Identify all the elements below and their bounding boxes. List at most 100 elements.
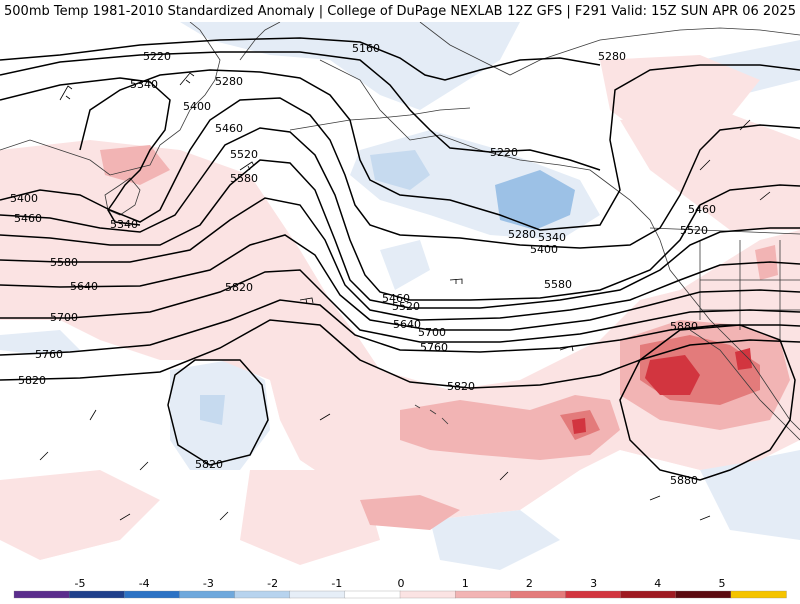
colorbar-swatch [620, 590, 677, 599]
contour-label: 5460 [382, 292, 410, 305]
colorbar-swatch [730, 590, 787, 599]
contour-5220 [0, 51, 601, 171]
contour-label: 5520 [392, 300, 420, 313]
warm-area-medium [100, 145, 170, 185]
contour-5820 [0, 319, 800, 389]
contour-label: 5760 [35, 348, 63, 361]
contour-5580 [0, 197, 800, 321]
contour-label: 5280 [215, 75, 243, 88]
wind-barb [59, 85, 73, 101]
colorbar-swatch [179, 590, 236, 599]
wind-barb [699, 119, 771, 201]
contour-label: 5580 [544, 278, 572, 291]
warm-area [240, 470, 380, 565]
contour-5400 [0, 97, 800, 249]
warm-area [620, 110, 800, 230]
contour-5340 [0, 77, 171, 226]
contour-label: 5220 [143, 50, 171, 63]
mexico-coast [689, 329, 800, 441]
colorbar-swatch [68, 590, 125, 599]
anomaly-shading [0, 22, 800, 570]
wind-barbs [39, 72, 771, 521]
height-contours [0, 37, 800, 481]
contour-label: 5880 [670, 474, 698, 487]
wind-barb [89, 409, 331, 471]
colorbar-swatch [234, 590, 291, 599]
colorbar-tick-label: -5 [75, 577, 86, 590]
contour-label: 5520 [230, 148, 258, 161]
anomaly-colorbar: -5 -4 -3 -2 -1 0 1 2 3 4 5 [0, 574, 800, 600]
contour-5700 [0, 269, 800, 343]
contour-label: 5700 [50, 311, 78, 324]
contour-5460 [0, 127, 800, 301]
contour-label: 5460 [215, 122, 243, 135]
contour-label: 5280 [598, 50, 626, 63]
colorbar-tick-label: 2 [526, 577, 533, 590]
cool-area [430, 510, 560, 570]
alaska-north [419, 22, 800, 76]
colorbar-tick-label: 4 [654, 577, 661, 590]
cool-area [380, 240, 430, 290]
contour-label: 5820 [195, 458, 223, 471]
contour-5640 [0, 234, 800, 331]
contour-label: 5400 [530, 243, 558, 256]
hawaii-islands [414, 404, 449, 425]
contour-5880 [619, 324, 796, 481]
colorbar-tick-label: -2 [267, 577, 278, 590]
contour-label: 5640 [393, 318, 421, 331]
contour-label: 5340 [538, 231, 566, 244]
contour-label: 5640 [70, 280, 98, 293]
wind-barb [299, 297, 314, 305]
contour-5520 [0, 159, 800, 309]
state-borders [699, 240, 800, 340]
contour-label: 5820 [447, 380, 475, 393]
kamchatka-coast [239, 22, 281, 61]
contour-label: 5820 [18, 374, 46, 387]
colorbar-tick-label: 5 [719, 577, 726, 590]
colorbar-tick-label: 3 [590, 577, 597, 590]
colorbar-swatch [565, 590, 622, 599]
cool-area-medium [200, 395, 225, 425]
wind-barb [559, 345, 574, 352]
contour-label: 5760 [420, 341, 448, 354]
contour-label: 5880 [670, 320, 698, 333]
wind-barb [239, 161, 255, 171]
colorbar-swatch [675, 590, 732, 599]
colorbar-tick-label: -1 [331, 577, 342, 590]
contour-label: 5520 [680, 224, 708, 237]
cool-area-medium [370, 150, 430, 190]
contour-label: 5340 [110, 218, 138, 231]
warm-area-medium [400, 395, 620, 460]
contour-label: 5280 [508, 228, 536, 241]
warm-area [0, 470, 160, 560]
wind-barb [179, 72, 195, 86]
model-run-info: 12Z GFS | F291 Valid: 15Z SUN APR 06 202… [507, 4, 796, 19]
contour-5280 [79, 64, 800, 231]
warm-area-max [735, 348, 752, 370]
wind-barb [499, 471, 711, 521]
japan-coast [104, 177, 141, 216]
warm-area-medium [360, 495, 460, 530]
aleutians [289, 107, 471, 131]
colorbar-swatch [289, 590, 346, 599]
contour-5820-low [167, 359, 269, 466]
colorbar-tick-label: -4 [139, 577, 150, 590]
colorbar-swatch [454, 590, 511, 599]
contour-label: 5580 [50, 256, 78, 269]
warm-area-max [572, 418, 586, 434]
contour-label: 5460 [688, 203, 716, 216]
cool-area [0, 330, 80, 355]
contour-5160 [0, 37, 601, 81]
wind-barb [39, 451, 229, 521]
colorbar-tick-label: -3 [203, 577, 214, 590]
colorbar-swatch [344, 590, 401, 599]
cool-area-medium [495, 170, 575, 230]
contour-label: 5820 [225, 281, 253, 294]
anomaly-map: 5220 5160 5280 5340 5280 5400 5460 5520 … [0, 22, 800, 570]
colorbar-swatch [399, 590, 456, 599]
colorbar-tick-label: 0 [398, 577, 405, 590]
colorbar-graphic: -5 -4 -3 -2 -1 0 1 2 3 4 5 [13, 577, 787, 599]
contour-label: 5220 [490, 146, 518, 159]
colorbar-tick-label: 1 [462, 577, 469, 590]
